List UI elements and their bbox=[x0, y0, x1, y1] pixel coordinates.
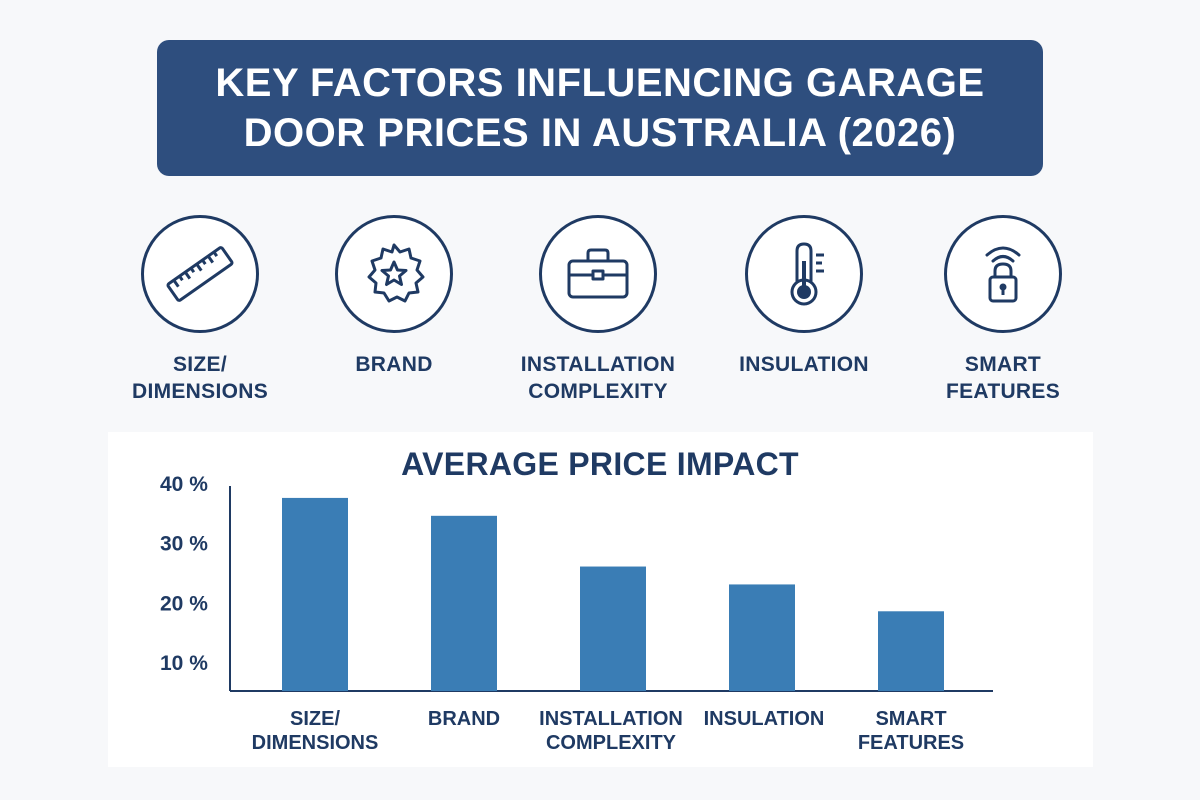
factor-label-line: BRAND bbox=[355, 353, 433, 376]
smart-lock-icon bbox=[985, 246, 1021, 303]
bar bbox=[729, 584, 795, 691]
title-line-2: DOOR PRICES IN AUSTRALIA (2026) bbox=[243, 111, 957, 155]
factor-installation: INSTALLATION COMPLEXITY bbox=[493, 215, 703, 415]
ruler-icon bbox=[166, 246, 234, 302]
factor-label-line: SMART bbox=[964, 353, 1042, 376]
x-category-label: FEATURES bbox=[858, 732, 964, 754]
factor-label: BRAND bbox=[355, 351, 432, 378]
factor-insulation: INSULATION bbox=[699, 215, 909, 415]
bar bbox=[282, 497, 348, 691]
title-banner: KEY FACTORS INFLUENCING GARAGE DOOR PRIC… bbox=[157, 40, 1043, 176]
x-category-label: SIZE/ bbox=[290, 708, 340, 730]
factor-label-line: INSULATION bbox=[739, 353, 869, 376]
factor-label: SMART FEATURES bbox=[946, 351, 1060, 405]
star-badge-icon bbox=[367, 243, 425, 303]
x-category-label: BRAND bbox=[428, 708, 500, 730]
factor-smart-features: SMART FEATURES bbox=[898, 215, 1108, 415]
factor-brand: BRAND bbox=[289, 215, 499, 415]
factor-circle bbox=[539, 215, 657, 333]
factor-label-line: COMPLEXITY bbox=[528, 380, 668, 403]
x-category-label: INSULATION bbox=[704, 708, 825, 730]
bar bbox=[431, 515, 497, 691]
toolbox-icon bbox=[567, 248, 629, 299]
x-category-label: COMPLEXITY bbox=[546, 732, 677, 754]
factor-circle bbox=[944, 215, 1062, 333]
x-category-label: DIMENSIONS bbox=[252, 732, 379, 754]
factor-label-line: DIMENSIONS bbox=[131, 380, 268, 403]
factor-size: SIZE/ DIMENSIONS bbox=[95, 215, 305, 415]
bar bbox=[580, 566, 646, 691]
factor-label-line: INSTALLATION bbox=[520, 353, 676, 376]
y-tick-label: 20 % bbox=[160, 592, 208, 615]
x-category-label: INSTALLATION bbox=[539, 708, 683, 730]
factor-circle bbox=[335, 215, 453, 333]
y-tick-label: 40 % bbox=[160, 473, 208, 496]
chart-title: AVERAGE PRICE IMPACT bbox=[401, 446, 799, 482]
factor-label-line: SIZE/ bbox=[172, 353, 227, 376]
bar bbox=[878, 611, 944, 691]
y-tick-label: 30 % bbox=[160, 533, 208, 556]
factor-circle bbox=[141, 215, 259, 333]
y-tick-label: 10 % bbox=[160, 652, 208, 675]
factor-circle bbox=[745, 215, 863, 333]
title-line-1: KEY FACTORS INFLUENCING GARAGE bbox=[215, 61, 985, 105]
factor-label: INSTALLATION COMPLEXITY bbox=[521, 351, 675, 405]
x-category-label: SMART bbox=[875, 708, 946, 730]
factor-label: INSULATION bbox=[739, 351, 869, 378]
thermometer-icon bbox=[790, 242, 824, 306]
factor-label-line: FEATURES bbox=[945, 380, 1060, 403]
factor-label: SIZE/ DIMENSIONS bbox=[132, 351, 268, 405]
